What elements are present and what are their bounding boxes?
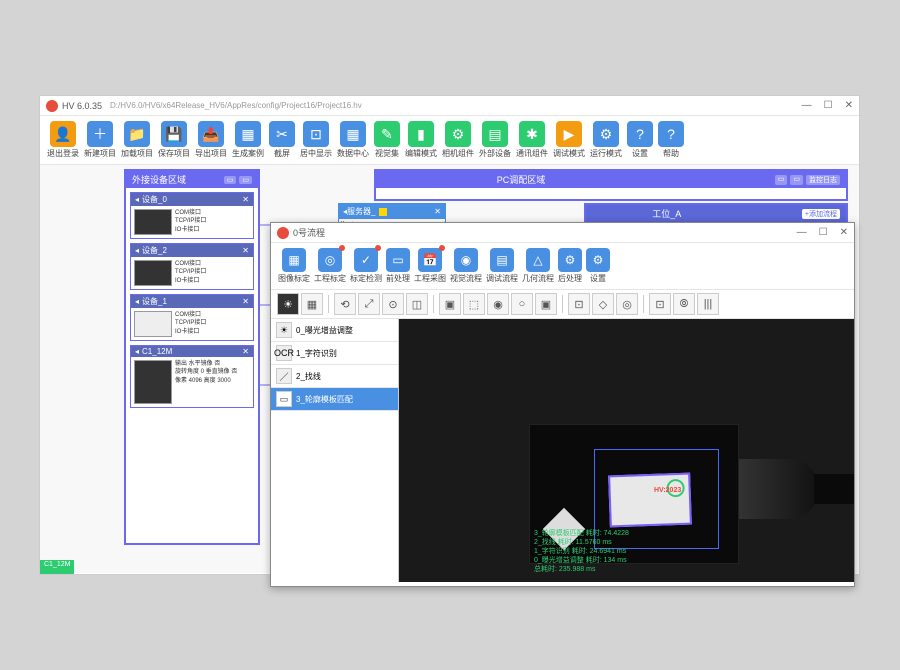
timing-overlay: 3_轮廓模板匹配 耗时: 74.4228 2_找线 耗时: 11.5760 ms… <box>534 529 629 574</box>
img-tool-button[interactable]: ☀ <box>277 293 299 315</box>
server-header: ◂ 服务器_ ✕ <box>339 204 445 219</box>
toolbar-通讯组件[interactable]: ✱通讯组件 <box>515 120 549 160</box>
region-header: PC调配区域 ▭▭监控日志 <box>376 171 846 188</box>
flow-tb-几何流程[interactable]: △几何流程 <box>521 247 555 285</box>
device-card[interactable]: 设备_1✕ COM接口TCP/IP接口IO卡接口 <box>130 294 254 341</box>
external-devices-region: 外接设备区域 ▭▭ 设备_0✕ COM接口TCP/IP接口IO卡接口设备_2✕ … <box>124 169 260 545</box>
img-tool-button[interactable]: ▦ <box>301 293 323 315</box>
app-logo-icon <box>46 100 58 112</box>
toolbar-外部设备[interactable]: ▤外部设备 <box>478 120 512 160</box>
server-title: 服务器_ <box>347 206 375 217</box>
img-tool-button[interactable]: ▣ <box>439 293 461 315</box>
toolbar-保存项目[interactable]: 💾保存项目 <box>157 120 191 160</box>
status-label: C1_12M <box>40 560 74 574</box>
close-button[interactable]: ✕ <box>845 100 853 111</box>
step-item[interactable]: ☀0_曝光增益调整 <box>271 319 398 342</box>
step-item[interactable]: OCR1_字符识别 <box>271 342 398 365</box>
ocr-result: HV:2023 <box>654 487 681 494</box>
img-tool-button[interactable]: ◉ <box>487 293 509 315</box>
app-logo-icon <box>277 227 289 239</box>
main-titlebar: HV 6.0.35 D:/HV6.0/HV6/x64Release_HV6/Ap… <box>40 96 859 116</box>
toolbar-运行模式[interactable]: ⚙运行模式 <box>589 120 623 160</box>
img-tool-button[interactable]: ⦾ <box>673 293 695 315</box>
lens-graphic <box>739 459 819 519</box>
flow-window: 0号流程 — ☐ ✕ ▦图像标定◎工程标定✓标定检测▭前处理📅工程采图◉视觉流程… <box>270 222 855 587</box>
toolbar-相机组件[interactable]: ⚙相机组件 <box>441 120 475 160</box>
flow-tb-调试流程[interactable]: ▤调试流程 <box>485 247 519 285</box>
img-tool-button[interactable]: ||| <box>697 293 719 315</box>
maximize-button[interactable]: ☐ <box>824 100 833 111</box>
step-list: ☀0_曝光增益调整OCR1_字符识别／2_找线▭3_轮廓模板匹配 <box>271 319 399 582</box>
flow-toolbar: ▦图像标定◎工程标定✓标定检测▭前处理📅工程采图◉视觉流程▤调试流程△几何流程⚙… <box>271 243 854 290</box>
img-tool-button[interactable]: ⟲ <box>334 293 356 315</box>
device-card[interactable]: C1_12M✕ 输出 水平镜像 否旋转角度 0 垂直镜像 否像素 4096 高度… <box>130 345 254 408</box>
img-tool-button[interactable]: ◇ <box>592 293 614 315</box>
toolbar-居中显示[interactable]: ⊡居中显示 <box>299 120 333 160</box>
img-tool-button[interactable]: ◫ <box>406 293 428 315</box>
close-button[interactable]: ✕ <box>840 227 848 238</box>
img-tool-button[interactable]: ▣ <box>535 293 557 315</box>
img-tool-button[interactable]: ⊙ <box>382 293 404 315</box>
img-tool-button[interactable]: ⤢ <box>358 293 380 315</box>
cable-graphic <box>814 474 854 504</box>
toolbar-调试模式[interactable]: ▶调试模式 <box>552 120 586 160</box>
step-item[interactable]: ▭3_轮廓模板匹配 <box>271 388 398 411</box>
region-header: 工位_A +添加流程 <box>586 205 846 222</box>
toolbar-帮助[interactable]: ?帮助 <box>657 120 685 160</box>
img-tool-button[interactable]: ⊡ <box>568 293 590 315</box>
toolbar-退出登录[interactable]: 👤退出登录 <box>46 120 80 160</box>
app-title: HV 6.0.35 <box>62 101 102 111</box>
flow-titlebar: 0号流程 — ☐ ✕ <box>271 223 854 243</box>
img-tool-button[interactable]: ⊡ <box>649 293 671 315</box>
server-status-icon <box>379 208 387 216</box>
region-title: PC调配区域 <box>497 173 546 186</box>
flow-title: 0号流程 <box>293 226 325 239</box>
image-view[interactable]: HV:2023 3_轮廓模板匹配 耗时: 74.4228 2_找线 耗时: 11… <box>399 319 854 582</box>
main-toolbar: 👤退出登录＋新建项目📁加载项目💾保存项目📤导出项目▦生成案例✂截屏⊡居中显示▦数… <box>40 116 859 165</box>
flow-tb-视觉流程[interactable]: ◉视觉流程 <box>449 247 483 285</box>
device-card[interactable]: 设备_0✕ COM接口TCP/IP接口IO卡接口 <box>130 192 254 239</box>
toolbar-编辑模式[interactable]: ▮编辑模式 <box>404 120 438 160</box>
step-item[interactable]: ／2_找线 <box>271 365 398 388</box>
device-card[interactable]: 设备_2✕ COM接口TCP/IP接口IO卡接口 <box>130 243 254 290</box>
region-ctrl-icon[interactable]: ▭ <box>224 176 237 184</box>
minimize-button[interactable]: — <box>797 227 807 238</box>
flow-tb-工程采图[interactable]: 📅工程采图 <box>413 247 447 285</box>
pc-region: PC调配区域 ▭▭监控日志 <box>374 169 848 201</box>
region-ctrl-icon[interactable]: 监控日志 <box>806 175 840 185</box>
flow-tb-设置[interactable]: ⚙设置 <box>585 247 611 285</box>
toolbar-视觉集[interactable]: ✎视觉集 <box>373 120 401 160</box>
toolbar-截屏[interactable]: ✂截屏 <box>268 120 296 160</box>
flow-tb-标定检测[interactable]: ✓标定检测 <box>349 247 383 285</box>
toolbar-数据中心[interactable]: ▦数据中心 <box>336 120 370 160</box>
detected-label <box>608 473 692 528</box>
toolbar-设置[interactable]: ?设置 <box>626 120 654 160</box>
minimize-button[interactable]: — <box>802 100 812 111</box>
img-tool-button[interactable]: ○ <box>511 293 533 315</box>
flow-tb-图像标定[interactable]: ▦图像标定 <box>277 247 311 285</box>
project-path: D:/HV6.0/HV6/x64Release_HV6/AppRes/confi… <box>110 101 362 110</box>
flow-tb-后处理[interactable]: ⚙后处理 <box>557 247 583 285</box>
img-tool-button[interactable]: ⬚ <box>463 293 485 315</box>
status-bar: C1_12M <box>40 560 74 574</box>
toolbar-导出项目[interactable]: 📤导出项目 <box>194 120 228 160</box>
toolbar-加载项目[interactable]: 📁加载项目 <box>120 120 154 160</box>
region-ctrl-icon[interactable]: ▭ <box>775 175 788 185</box>
region-title: 工位_A <box>652 207 681 220</box>
region-title: 外接设备区域 <box>132 173 186 186</box>
add-flow-button[interactable]: +添加流程 <box>802 209 840 219</box>
region-ctrl-icon[interactable]: ▭ <box>790 175 803 185</box>
region-ctrl-icon[interactable]: ▭ <box>239 176 252 184</box>
image-toolbar: ☀▦⟲⤢⊙◫▣⬚◉○▣⊡◇◎⊡⦾||| <box>271 290 854 319</box>
flow-tb-前处理[interactable]: ▭前处理 <box>385 247 411 285</box>
maximize-button[interactable]: ☐ <box>819 227 828 238</box>
region-header: 外接设备区域 ▭▭ <box>126 171 258 188</box>
toolbar-新建项目[interactable]: ＋新建项目 <box>83 120 117 160</box>
img-tool-button[interactable]: ◎ <box>616 293 638 315</box>
toolbar-生成案例[interactable]: ▦生成案例 <box>231 120 265 160</box>
flow-tb-工程标定[interactable]: ◎工程标定 <box>313 247 347 285</box>
